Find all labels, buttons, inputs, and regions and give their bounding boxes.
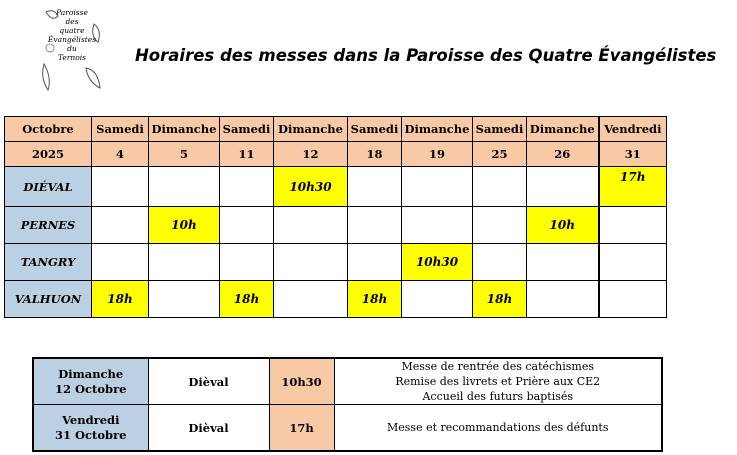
empty-cell	[347, 206, 402, 244]
empty-cell	[526, 280, 599, 318]
day-date-header: 19	[401, 141, 473, 167]
logo-line: du	[67, 44, 77, 53]
month-header: Octobre	[4, 116, 92, 142]
empty-cell	[91, 166, 149, 207]
empty-cell	[347, 243, 402, 281]
empty-cell	[219, 206, 274, 244]
schedule-row: VALHUON 18h 18h 18h 18h	[4, 280, 667, 318]
empty-cell	[148, 243, 220, 281]
event-time: 10h30	[268, 357, 335, 405]
day-name-header: Samedi	[219, 116, 274, 142]
place-cell: VALHUON	[4, 280, 92, 318]
empty-cell	[219, 243, 274, 281]
day-name-header: Dimanche	[148, 116, 220, 142]
event-date: 31 Octobre	[55, 427, 127, 442]
event-description-line: Accueil des futurs baptisés	[422, 390, 574, 403]
event-place: Dièval	[147, 357, 270, 405]
event-day-cell: Dimanche 12 Octobre	[32, 357, 149, 405]
logo-drawing-icon	[42, 10, 101, 92]
mass-time-cell: 10h30	[401, 243, 473, 281]
day-name-header: Samedi	[91, 116, 149, 142]
day-name-header: Dimanche	[526, 116, 599, 142]
parish-logo: Paroisse des quatre Évangélistes du Ternois	[38, 8, 106, 98]
day-date-header: 11	[219, 141, 274, 167]
special-events-table: Dimanche 12 Octobre Dièval 10h30 Messe de re…	[32, 357, 663, 452]
event-description: Messe de rentrée des catéchismes Remise d…	[333, 357, 663, 405]
day-date-header: 25	[472, 141, 527, 167]
empty-cell	[91, 206, 149, 244]
mass-time-cell: 18h	[472, 280, 527, 318]
event-row: Vendredi 31 Octobre Dièval 17h Messe et reco…	[32, 404, 663, 452]
empty-cell	[347, 166, 402, 207]
empty-cell	[148, 280, 220, 318]
event-day: Dimanche	[58, 366, 124, 381]
mass-time-cell: 10h	[148, 206, 220, 244]
mass-time-cell: 18h	[91, 280, 149, 318]
day-date-header: 12	[273, 141, 348, 167]
event-description-line: Messe et recommandations des défunts	[387, 421, 609, 434]
event-place: Dièval	[147, 404, 270, 452]
day-date-header: 4	[91, 141, 149, 167]
mass-time-cell: 10h	[526, 206, 599, 244]
day-date-header: 31	[597, 141, 667, 167]
event-date: 12 Octobre	[55, 381, 127, 396]
event-day-cell: Vendredi 31 Octobre	[32, 404, 149, 452]
schedule-row: PERNES 10h 10h	[4, 206, 667, 244]
logo-line: Ternois	[57, 53, 87, 62]
logo-line: des	[65, 17, 79, 26]
mass-time-cell: 18h	[219, 280, 274, 318]
page-title: Horaires des messes dans la Paroisse des…	[135, 46, 717, 65]
event-description-line: Messe de rentrée des catéchismes	[401, 360, 595, 373]
logo-line: quatre	[59, 26, 85, 35]
empty-cell	[401, 166, 473, 207]
schedule-row: TANGRY 10h30	[4, 243, 667, 281]
day-name-header: Samedi	[472, 116, 527, 142]
empty-cell	[273, 206, 348, 244]
day-date-header: 18	[347, 141, 402, 167]
empty-cell	[219, 166, 274, 207]
day-name-header: Dimanche	[401, 116, 473, 142]
empty-cell	[472, 206, 527, 244]
logo-line: Paroisse	[56, 8, 88, 17]
empty-cell	[91, 243, 149, 281]
mass-time-cell: 10h30	[273, 166, 348, 207]
place-cell: TANGRY	[4, 243, 92, 281]
mass-schedule-table: Octobre Samedi Dimanche Samedi Dimanche Samed…	[4, 116, 667, 318]
empty-cell	[526, 166, 599, 207]
event-description: Messe et recommandations des défunts	[333, 404, 663, 452]
logo-text: Paroisse des quatre Évangélistes du Ternois	[38, 8, 106, 62]
empty-cell	[273, 280, 348, 318]
year-header: 2025	[4, 141, 92, 167]
empty-cell	[597, 280, 667, 318]
empty-cell	[401, 280, 473, 318]
logo-line: Évangélistes	[47, 35, 97, 44]
event-row: Dimanche 12 Octobre Dièval 10h30 Messe de re…	[32, 357, 663, 405]
empty-cell	[401, 206, 473, 244]
empty-cell	[526, 243, 599, 281]
place-cell: PERNES	[4, 206, 92, 244]
empty-cell	[148, 166, 220, 207]
empty-cell	[472, 166, 527, 207]
event-day: Vendredi	[62, 412, 120, 427]
day-name-header: Dimanche	[273, 116, 348, 142]
empty-cell	[597, 243, 667, 281]
mass-time-cell: 17h	[597, 166, 667, 207]
day-name-header: Samedi	[347, 116, 402, 142]
day-date-header: 26	[526, 141, 599, 167]
empty-cell	[273, 243, 348, 281]
mass-time-cell: 18h	[347, 280, 402, 318]
place-cell: DIÉVAL	[4, 166, 92, 207]
day-name-header: Vendredi	[597, 116, 667, 142]
day-date-header: 5	[148, 141, 220, 167]
event-description-line: Remise des livrets et Prière aux CE2	[395, 375, 601, 388]
event-time: 17h	[268, 404, 335, 452]
empty-cell	[597, 206, 667, 244]
schedule-row: DIÉVAL 10h30 17h	[4, 166, 667, 207]
empty-cell	[472, 243, 527, 281]
